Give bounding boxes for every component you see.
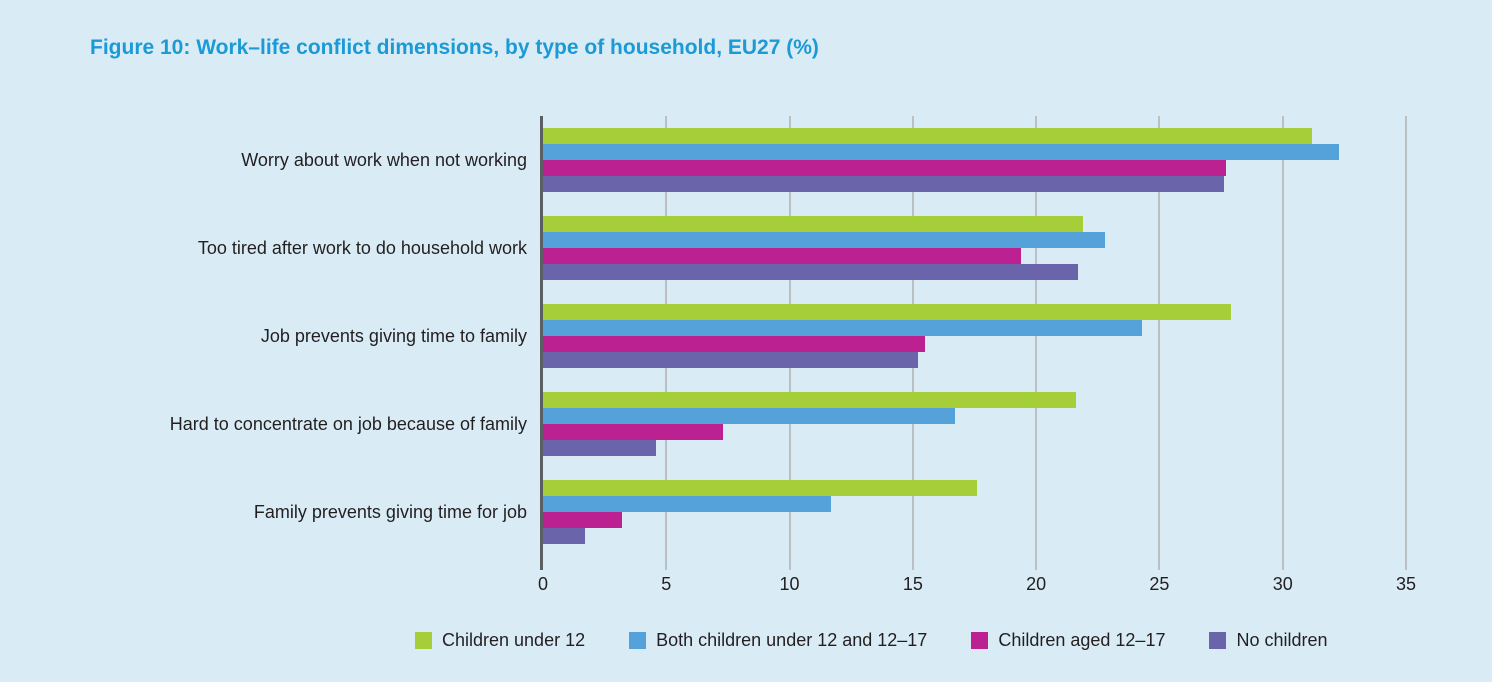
bar bbox=[543, 512, 622, 528]
x-tick-label-0: 0 bbox=[537, 574, 549, 594]
category-axis-labels: Worry about work when not working Too tir… bbox=[90, 116, 527, 556]
bar-group bbox=[543, 480, 1406, 544]
legend-item: Children under 12 bbox=[415, 630, 585, 651]
bar bbox=[543, 144, 1340, 160]
y-axis-line bbox=[540, 116, 543, 570]
bar-row bbox=[543, 292, 1406, 380]
bar bbox=[543, 424, 723, 440]
bar bbox=[543, 216, 1083, 232]
x-tick-label-10: 10 bbox=[779, 574, 800, 594]
bar-group bbox=[543, 128, 1406, 192]
bar-group bbox=[543, 392, 1406, 456]
legend-item: Both children under 12 and 12–17 bbox=[629, 630, 927, 651]
bar-group bbox=[543, 216, 1406, 280]
bar bbox=[543, 176, 1224, 192]
bar-row bbox=[543, 380, 1406, 468]
x-tick-label-30: 30 bbox=[1272, 574, 1293, 594]
bar bbox=[543, 408, 955, 424]
chart-legend: Children under 12 Both children under 12 … bbox=[415, 630, 1328, 651]
bar bbox=[543, 440, 657, 456]
gridline-x-20 bbox=[1035, 116, 1038, 570]
x-tick-label-25: 25 bbox=[1149, 574, 1170, 594]
bar bbox=[543, 128, 1313, 144]
legend-swatch-icon bbox=[1209, 632, 1227, 649]
figure-title: Figure 10: Work–life conflict dimensions… bbox=[90, 36, 819, 59]
legend-swatch-icon bbox=[971, 632, 989, 649]
x-tick-label-35: 35 bbox=[1395, 574, 1417, 594]
bar bbox=[543, 392, 1076, 408]
bar bbox=[543, 304, 1231, 320]
bar-row bbox=[543, 116, 1406, 204]
x-tick-label-5: 5 bbox=[661, 574, 672, 594]
legend-item: Children aged 12–17 bbox=[971, 630, 1165, 651]
gridline-x-30 bbox=[1281, 116, 1284, 570]
legend-label: No children bbox=[1236, 630, 1328, 650]
gridline-x-35 bbox=[1405, 116, 1407, 570]
bar bbox=[543, 336, 926, 352]
bar bbox=[543, 496, 832, 512]
category-label: Too tired after work to do household wor… bbox=[197, 237, 527, 258]
bar bbox=[543, 528, 585, 544]
x-tick-label-15: 15 bbox=[902, 574, 923, 594]
x-tick-label-20: 20 bbox=[1026, 574, 1047, 594]
bar bbox=[543, 232, 1106, 248]
bar-row bbox=[543, 468, 1406, 556]
category-label: Family prevents giving time for job bbox=[253, 501, 527, 522]
bar bbox=[543, 352, 918, 368]
legend-swatch-icon bbox=[415, 632, 432, 649]
bar bbox=[543, 160, 1226, 176]
category-label: Worry about work when not working bbox=[241, 149, 527, 170]
legend-swatch-icon bbox=[629, 632, 647, 649]
bar-group bbox=[543, 304, 1406, 368]
legend-label: Children under 12 bbox=[442, 630, 586, 650]
category-label: Job prevents giving time to family bbox=[260, 325, 527, 346]
category-label: Hard to concentrate on job because of fa… bbox=[169, 413, 527, 434]
legend-item: No children bbox=[1209, 630, 1328, 651]
legend-label: Both children under 12 and 12–17 bbox=[656, 630, 928, 650]
legend-label: Children aged 12–17 bbox=[998, 630, 1166, 650]
bar-row bbox=[543, 204, 1406, 292]
bar bbox=[543, 264, 1079, 280]
bar bbox=[543, 480, 977, 496]
bar bbox=[543, 248, 1022, 264]
gridline-x-25 bbox=[1158, 116, 1161, 570]
bar bbox=[543, 320, 1143, 336]
bar-chart-plot-area bbox=[540, 116, 1407, 570]
